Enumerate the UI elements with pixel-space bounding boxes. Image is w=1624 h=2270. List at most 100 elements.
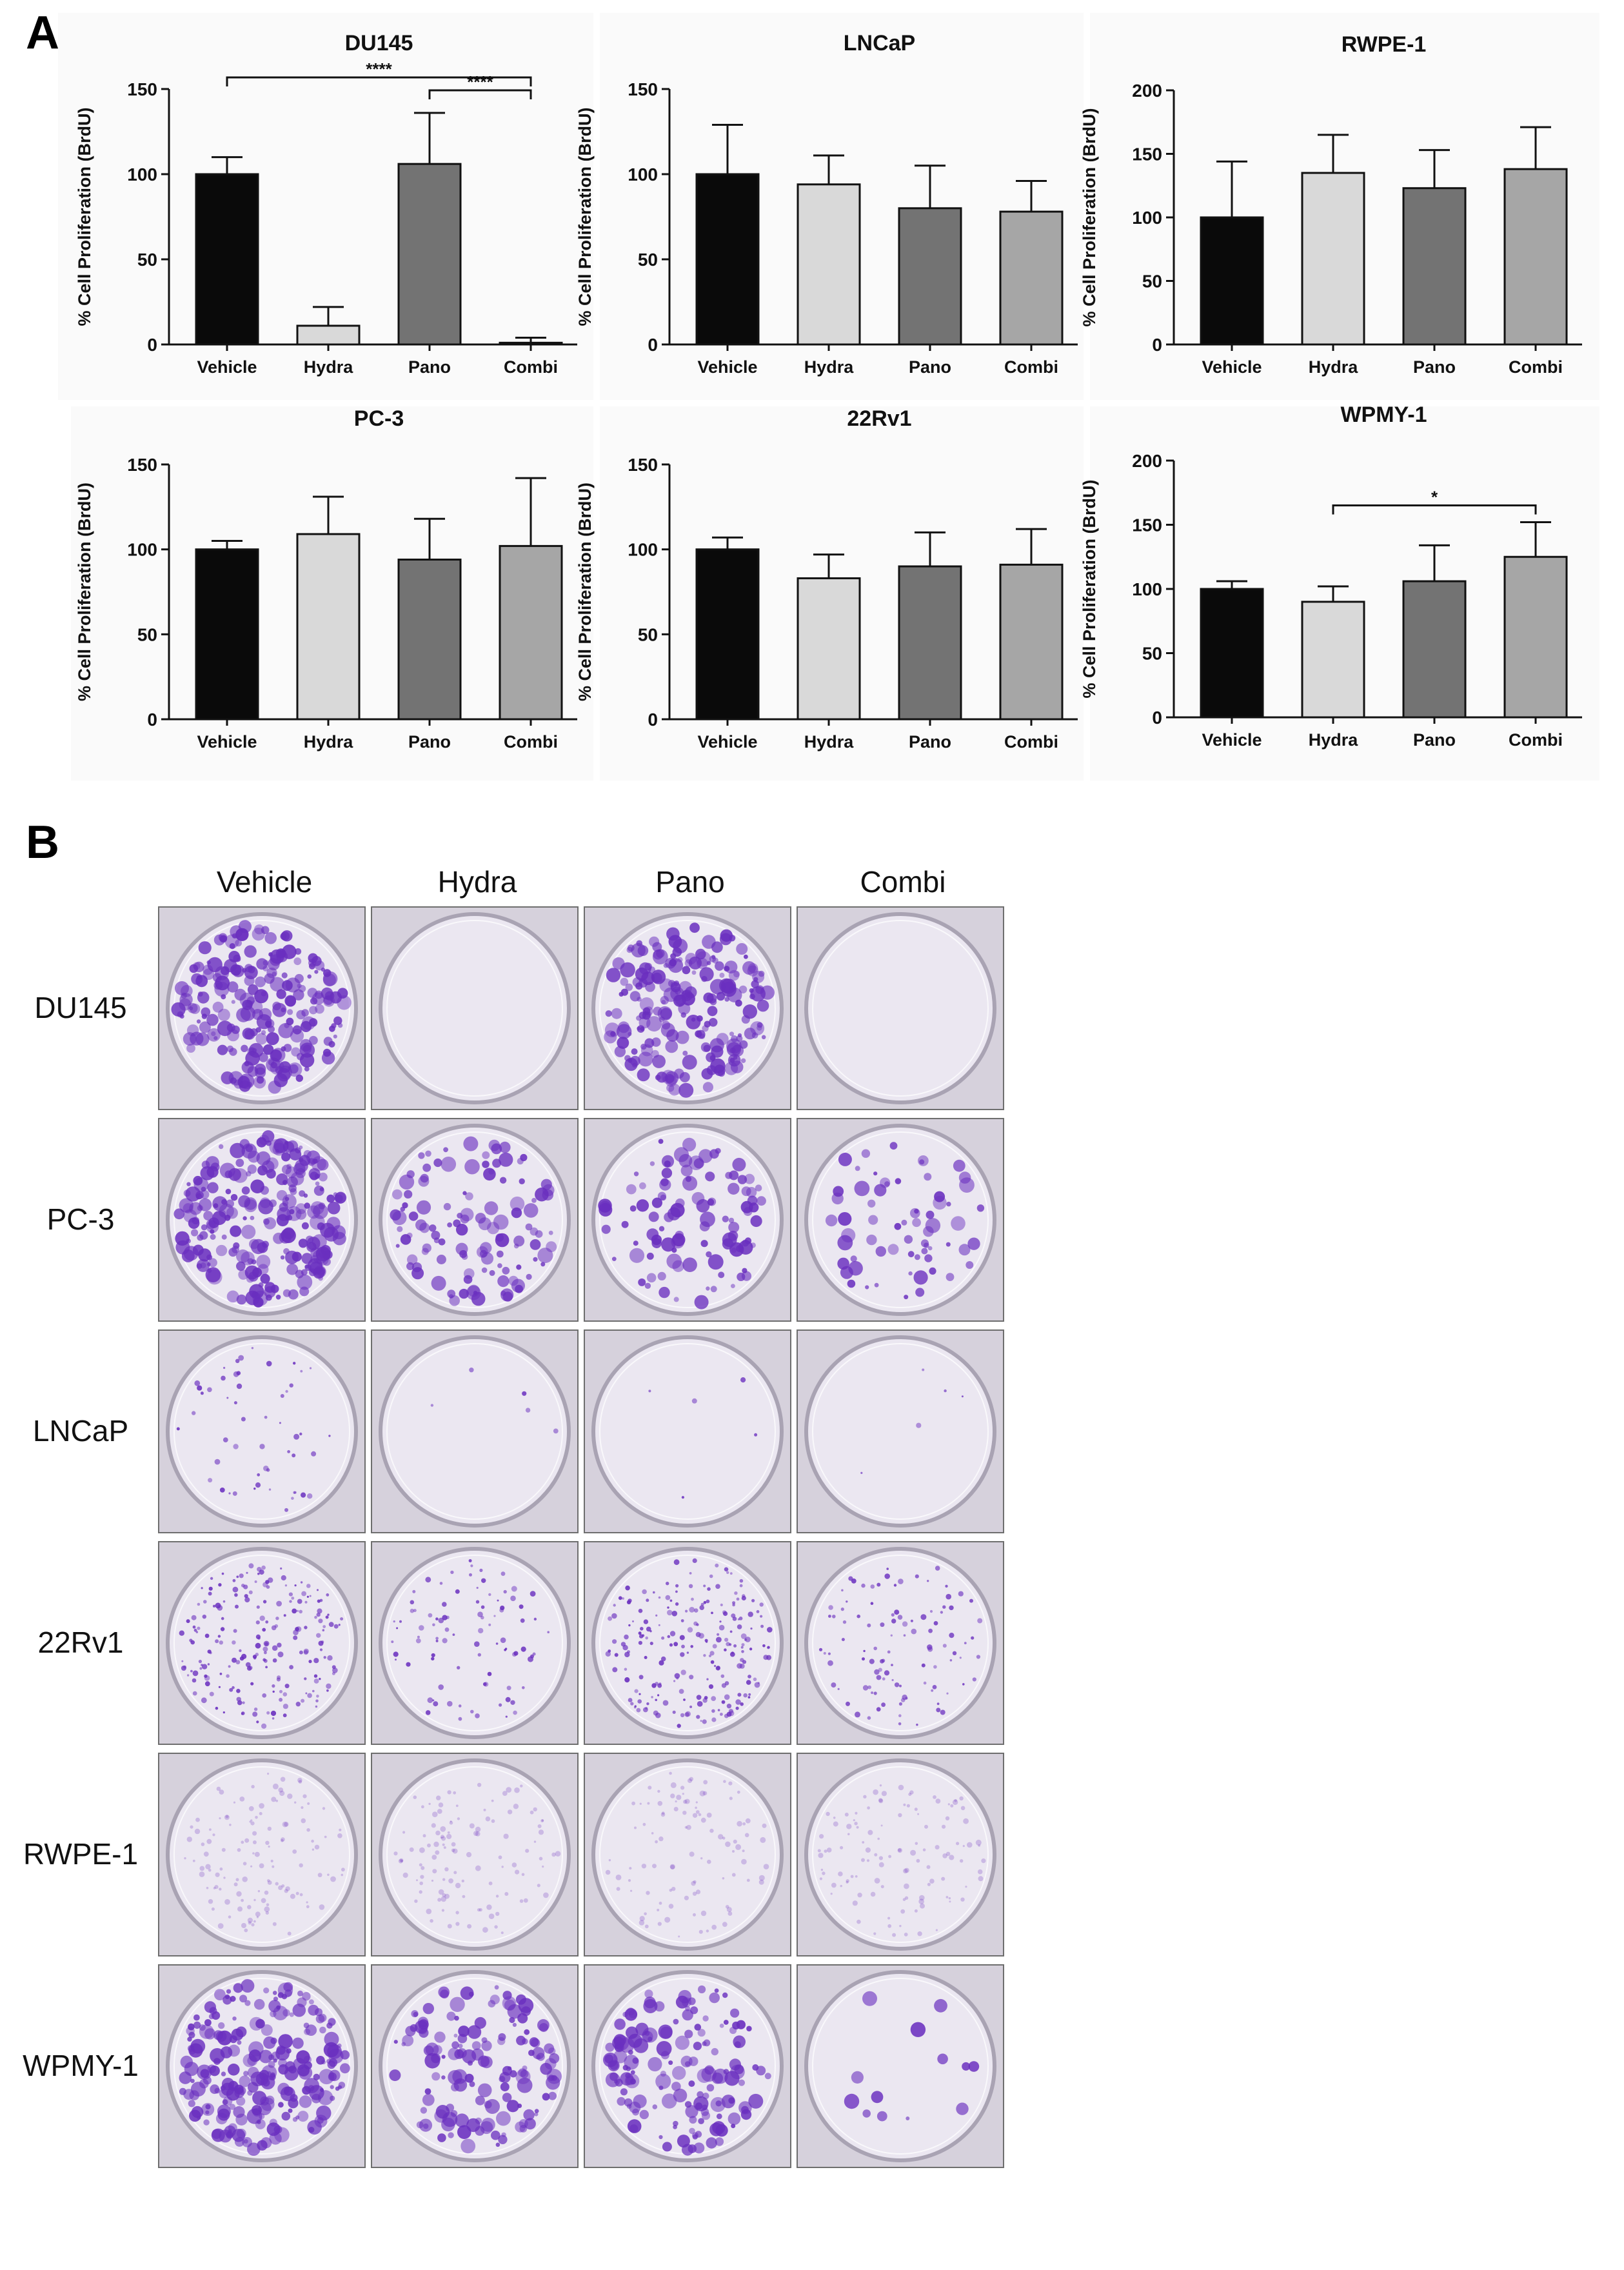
chart1-ytick-label: 100 [628, 164, 658, 184]
colony [318, 1202, 326, 1210]
colony [873, 1646, 877, 1651]
colony [481, 2040, 492, 2051]
colony [655, 1075, 661, 1080]
colony [862, 2109, 871, 2118]
colony [215, 1639, 219, 1644]
colony [209, 2066, 220, 2076]
colony [333, 1034, 337, 1039]
colony [217, 1044, 228, 1055]
colony [887, 1244, 899, 1255]
colony [500, 1571, 506, 1576]
petri-dish-rim [812, 920, 989, 1097]
colony [197, 1626, 201, 1630]
colony [222, 2099, 228, 2106]
colony [499, 1177, 507, 1184]
colony [748, 1675, 751, 1678]
chart4-xtick-label-pano: Pano [909, 732, 951, 752]
colony [226, 1023, 235, 1032]
colony [513, 1710, 517, 1715]
colony [745, 1818, 751, 1824]
colony [261, 926, 270, 935]
colony [644, 962, 652, 971]
colony [244, 1594, 248, 1598]
colony [326, 1689, 329, 1692]
colony [639, 2109, 649, 2120]
colony [268, 1488, 272, 1491]
colony [871, 1691, 874, 1695]
colony [311, 1839, 314, 1843]
colony [851, 1578, 857, 1584]
colony [726, 1907, 732, 1913]
colony [542, 2093, 550, 2101]
colony [248, 1921, 252, 1925]
colony [904, 1883, 909, 1889]
colony [224, 1815, 230, 1820]
colony [732, 1850, 735, 1853]
colony [295, 1074, 303, 1082]
colony [627, 2119, 642, 2133]
colony [197, 1385, 203, 1391]
colony [746, 2026, 752, 2032]
colony [309, 1006, 318, 1015]
colony [530, 1239, 541, 1250]
colony [672, 1233, 686, 1247]
colony [474, 2016, 486, 2029]
colony [192, 1217, 199, 1224]
colony [193, 2014, 200, 2021]
colony [709, 1992, 720, 2004]
colony [232, 1640, 236, 1645]
colony [482, 1160, 490, 1168]
colony [204, 1674, 208, 1678]
colony [735, 1699, 741, 1705]
plate-image [379, 1124, 571, 1316]
colony [233, 1444, 239, 1449]
colony [621, 1220, 629, 1228]
colony [202, 1615, 206, 1619]
colony [743, 1693, 748, 1698]
colony [280, 1255, 285, 1260]
colony [694, 1295, 709, 1309]
colony [232, 1491, 237, 1496]
colony [711, 2047, 718, 2056]
colony [867, 1829, 873, 1835]
colony [717, 1633, 720, 1636]
colony [275, 1617, 279, 1620]
colony [755, 1184, 762, 1191]
colony [702, 1719, 707, 1724]
colony [655, 2073, 671, 2089]
colony [651, 1238, 662, 1248]
colony [393, 2040, 398, 2044]
colony [660, 1812, 666, 1817]
colony [475, 1600, 480, 1604]
colony [300, 1369, 303, 1373]
colony [493, 1615, 496, 1617]
colony [276, 1600, 282, 1607]
colony [232, 964, 244, 977]
colony [424, 2088, 431, 2095]
colony [949, 1855, 955, 1860]
colony [175, 981, 189, 995]
chart0-ytick-label: 150 [127, 79, 157, 99]
colony [235, 1359, 240, 1364]
colony [908, 1271, 913, 1276]
colony [416, 2121, 424, 2129]
colony [689, 922, 700, 933]
colony [229, 943, 235, 950]
colony [551, 1852, 556, 1857]
colony [723, 1780, 726, 1783]
colony [272, 1645, 278, 1651]
colony [299, 1053, 315, 1068]
colony [975, 1839, 982, 1846]
colony [679, 1635, 685, 1640]
colony [503, 1833, 509, 1839]
colony [748, 963, 758, 973]
colony [526, 1273, 532, 1280]
colony [284, 1889, 288, 1893]
colony [459, 1288, 469, 1299]
colony [684, 2029, 693, 2038]
colony [333, 1016, 342, 1025]
colony [824, 1849, 827, 1853]
chart0-ytick-label: 100 [127, 164, 157, 184]
colony [507, 2066, 512, 2071]
chart0-ylabel: % Cell Proliferation (BrdU) [75, 107, 94, 326]
